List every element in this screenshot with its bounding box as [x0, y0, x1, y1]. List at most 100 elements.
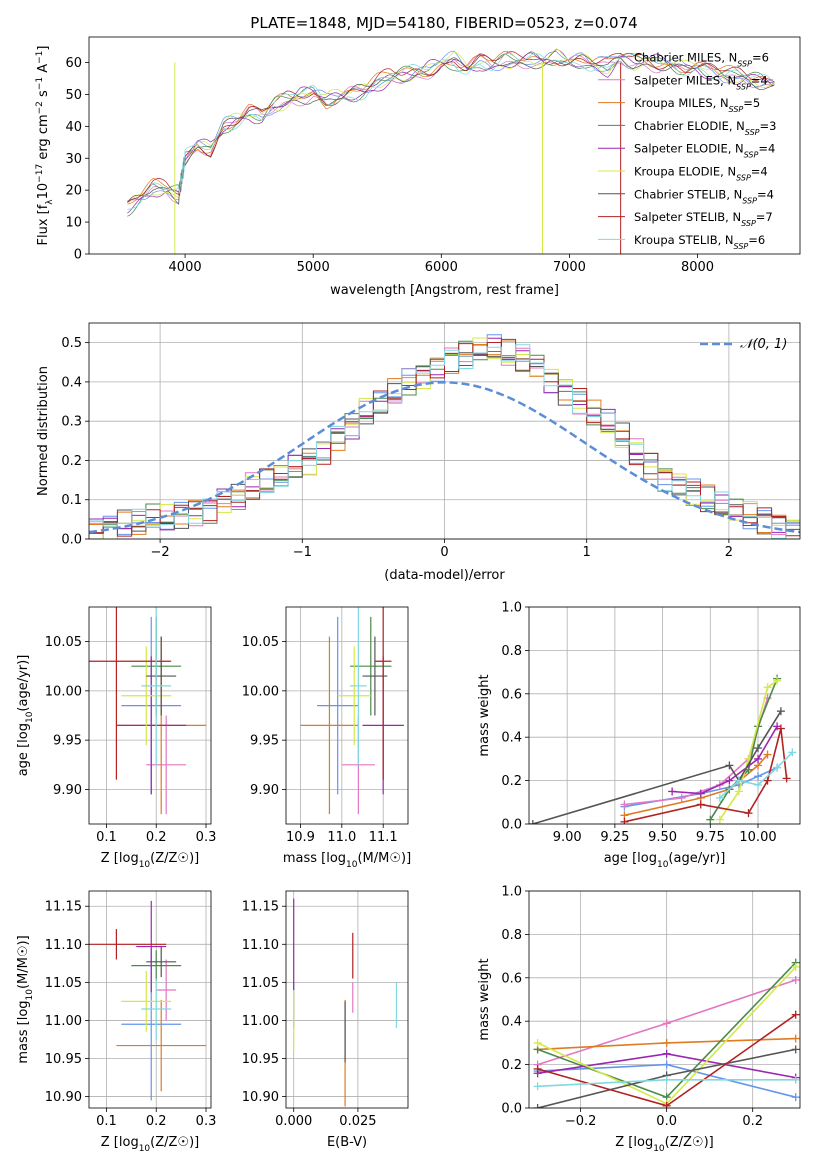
y-tick-label: 11.05 — [242, 976, 279, 991]
y-tick-label: 10.90 — [45, 1090, 82, 1105]
weight-lines — [533, 958, 800, 1108]
x-tick-label: 10.9 — [286, 830, 315, 845]
weight-series-line — [672, 725, 778, 795]
histograms — [89, 334, 800, 539]
spectrum-series-line — [127, 50, 775, 205]
y-tick-label: 50 — [65, 88, 82, 103]
x-tick-label: 0.1 — [96, 830, 117, 845]
errorbars — [89, 900, 207, 1101]
panel-spectrum: 4000 5000 6000 7000 8000 0 10 20 30 40 50 60 wavelen… — [35, 36, 801, 298]
y-tick-label: 0.0 — [501, 818, 522, 833]
x-tick-label: 9.00 — [553, 830, 582, 845]
y-tick-label: 0.6 — [501, 687, 522, 702]
spectrum-series-line — [127, 48, 775, 205]
y-tick-label: 20 — [65, 184, 82, 199]
legend-label: Chabrier ELODIE, NSSP=3 — [634, 119, 776, 137]
y-axis-label: mass weight — [477, 674, 492, 756]
x-tick-label: −1 — [293, 545, 312, 560]
axes-frame — [528, 606, 801, 825]
errorbars — [89, 607, 207, 815]
y-tick-label: 0.5 — [61, 336, 82, 351]
legend-label: 𝒩(0, 1) — [740, 337, 787, 352]
x-tick-label: 9.25 — [600, 830, 629, 845]
y-tick-label: 0.2 — [501, 774, 522, 789]
x-axis-label: E(B-V) — [327, 1135, 367, 1150]
x-tick-label: −2 — [151, 545, 170, 560]
y-axis-label: age [log10(age/yr)] — [16, 655, 35, 777]
y-tick-label: 11.10 — [45, 938, 82, 953]
y-tick-label: 40 — [65, 120, 82, 135]
x-axis-label: wavelength [Angstrom, rest frame] — [330, 283, 559, 298]
x-tick-label: 0.1 — [96, 1114, 117, 1129]
y-tick-label: 11.00 — [45, 1014, 82, 1029]
weight-series-line — [532, 710, 782, 824]
x-tick-label: 5000 — [297, 260, 330, 275]
legend-label: Kroupa ELODIE, NSSP=4 — [634, 165, 768, 183]
legend: Chabrier MILES, NSSP=6 Salpeter MILES, NS… — [598, 51, 776, 251]
x-axis-label: mass [log10(M/M☉)] — [283, 851, 411, 870]
spectrum-lines — [127, 48, 775, 254]
y-tick-label: 10.05 — [242, 635, 279, 650]
y-tick-label: 10 — [65, 216, 82, 231]
axes-frame — [88, 322, 801, 540]
y-tick-label: 11.00 — [242, 1014, 279, 1029]
y-tick-label: 10.05 — [45, 635, 82, 650]
panel-residuals: −2 −1 0 1 2 0.0 0.1 0.2 0.3 0.4 0.5 (data-model)/er… — [36, 322, 801, 583]
x-tick-label: 4000 — [169, 260, 202, 275]
x-axis-label: (data-model)/error — [384, 568, 505, 583]
x-tick-label: 0 — [440, 545, 448, 560]
spectrum-series-line — [127, 52, 775, 210]
x-tick-label: 10.00 — [739, 830, 776, 845]
y-tick-label: 60 — [65, 56, 82, 71]
legend-label: Salpeter ELODIE, NSSP=4 — [634, 142, 775, 160]
panels: 4000 5000 6000 7000 80000102030405060wavelen… — [16, 36, 801, 1154]
y-tick-label: 1.0 — [501, 885, 522, 900]
x-axis-label: Z [log10(Z/Z☉)] — [101, 1135, 199, 1154]
y-tick-label: 0.3 — [61, 415, 82, 430]
x-tick-label: −0.2 — [565, 1114, 597, 1129]
x-tick-label: 11.1 — [369, 830, 398, 845]
legend-label: Kroupa STELIB, NSSP=6 — [634, 233, 765, 251]
y-tick-label: 0.0 — [501, 1102, 522, 1117]
panel-age_vs_mass: 10.9 11.0 11.1 9.90 9.95 10.00 10.05 mass [log1… — [242, 606, 411, 870]
legend-label: Salpeter MILES, NSSP=4 — [634, 73, 768, 91]
legend-label: Chabrier STELIB, NSSP=4 — [634, 187, 774, 205]
x-tick-label: 2 — [725, 545, 733, 560]
y-tick-label: 11.10 — [242, 938, 279, 953]
y-tick-label: 11.05 — [45, 976, 82, 991]
x-tick-label: 0.000 — [275, 1114, 312, 1129]
y-tick-label: 0.2 — [61, 454, 82, 469]
x-tick-label: 0.2 — [742, 1114, 763, 1129]
y-tick-label: 30 — [65, 152, 82, 167]
x-tick-label: 9.50 — [648, 830, 677, 845]
legend-label: Kroupa MILES, NSSP=5 — [634, 96, 760, 114]
y-axis-label: mass [log10(M/M☉)] — [16, 935, 35, 1063]
y-axis-label: Flux [fλ10−17 erg cm−2 s−1 A−1] — [35, 46, 55, 246]
y-tick-label: 0.8 — [501, 928, 522, 943]
axes-frame — [528, 890, 801, 1109]
weight-series-line — [624, 728, 788, 823]
y-tick-label: 10.95 — [242, 1052, 279, 1067]
y-tick-label: 10.95 — [45, 1052, 82, 1067]
x-tick-label: 0.3 — [196, 1114, 217, 1129]
x-tick-label: 11.0 — [327, 830, 356, 845]
axes-frame — [88, 36, 801, 255]
panel-mass_vs_ebv: 0.000 0.025 10.90 10.95 11.00 11.05 11.10 11.15… — [242, 890, 409, 1150]
spectrum-series-line — [127, 51, 775, 203]
weight-series-line — [624, 697, 769, 806]
y-tick-label: 10.00 — [242, 684, 279, 699]
axes-frame — [88, 606, 212, 825]
y-tick-label: 0.2 — [501, 1058, 522, 1073]
spectrum-series-line — [127, 51, 775, 217]
panel-mass_weight_vs_Z: −0.2 0.0 0.2 0.0 0.2 0.4 0.6 0.8 1.0 Z [log10(Z/Z… — [477, 885, 801, 1154]
weight-lines — [529, 674, 797, 824]
errorbars — [293, 898, 398, 1107]
y-tick-label: 0 — [74, 248, 82, 263]
x-tick-label: 9.75 — [696, 830, 725, 845]
y-tick-label: 0.8 — [501, 644, 522, 659]
y-tick-label: 0.4 — [61, 375, 82, 390]
axes-frame — [285, 606, 409, 825]
gaussian-curve — [89, 381, 800, 534]
x-tick-label: 0.025 — [339, 1114, 376, 1129]
